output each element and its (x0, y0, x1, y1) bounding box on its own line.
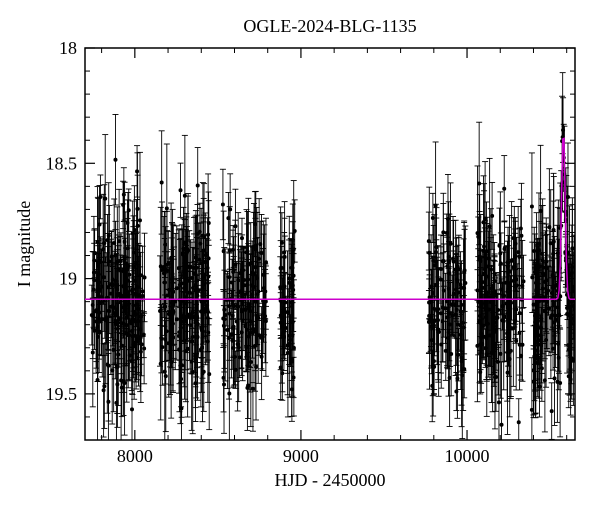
chart-title: OGLE-2024-BLG-1135 (243, 16, 416, 36)
x-axis-label: HJD - 2450000 (275, 470, 386, 490)
y-tick-label: 18 (59, 38, 77, 58)
y-tick-label: 19 (59, 269, 77, 289)
x-tick-label: 9000 (283, 446, 319, 466)
x-tick-label: 10000 (445, 446, 490, 466)
y-tick-label: 19.5 (46, 384, 78, 404)
y-tick-label: 18.5 (46, 153, 78, 173)
y-axis-label: I magnitude (14, 201, 34, 287)
data-points-group (85, 73, 578, 488)
x-tick-label: 8000 (117, 446, 153, 466)
light-curve-chart: OGLE-2024-BLG-1135 8000 9000 10000 18 18.5 19 1… (0, 0, 600, 512)
